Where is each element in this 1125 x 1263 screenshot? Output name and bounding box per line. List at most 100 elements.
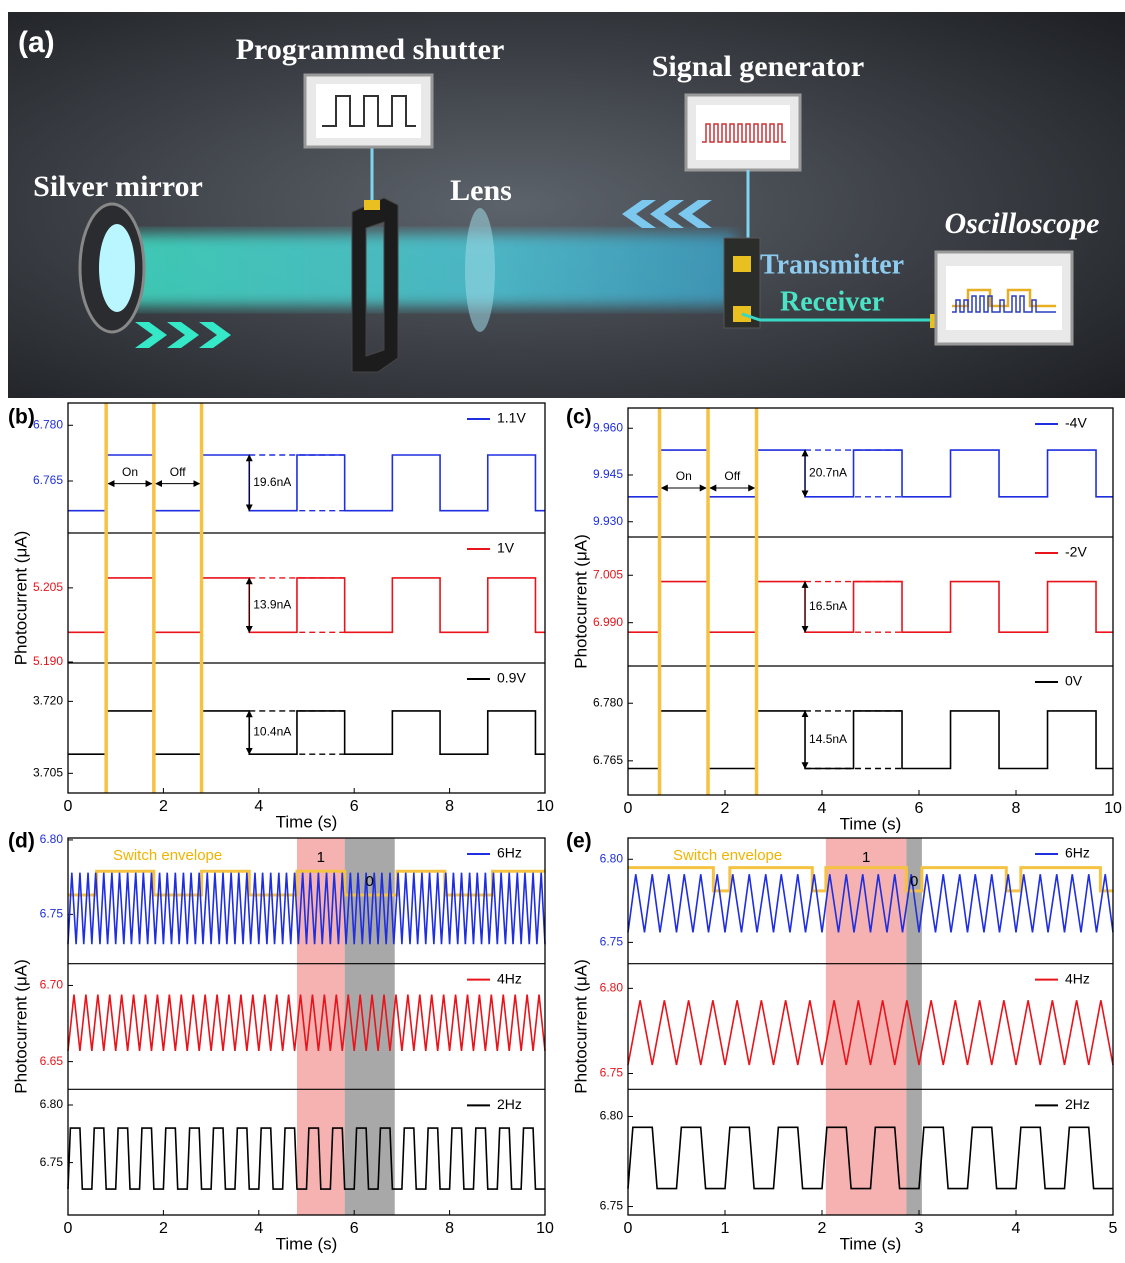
x-tick-label: 6: [350, 1220, 359, 1237]
y-tick-label: 6.65: [40, 1054, 64, 1068]
x-tick-label: 8: [1012, 800, 1021, 817]
legend-label: 6Hz: [497, 845, 522, 861]
x-tick-label: 10: [536, 798, 554, 815]
light-beam: [120, 234, 735, 306]
legend-label: 0.9V: [497, 670, 526, 686]
y-tick-label: 6.75: [600, 1066, 624, 1080]
y-tick-label: 6.80: [600, 851, 624, 865]
y-tick-label: 6.80: [40, 1097, 64, 1111]
legend-label: 2Hz: [497, 1096, 522, 1112]
oscilloscope-label: Oscilloscope: [945, 207, 1100, 240]
generator-label: Signal generator: [652, 50, 864, 83]
series-line: [68, 578, 545, 632]
delta-label: 10.4nA: [253, 725, 291, 739]
legend-label: 4Hz: [497, 970, 522, 986]
y-tick-label: 6.80: [40, 832, 64, 846]
mirror-label: Silver mirror: [33, 170, 203, 203]
series-line: [628, 450, 1113, 497]
x-tick-label: 6: [350, 798, 359, 815]
y-axis-label: Photocurrent (μA): [11, 959, 30, 1094]
plot-frame: [628, 408, 1113, 795]
panel-label: (a): [18, 26, 55, 59]
figure: (a) Programmed shutter Signal generator …: [0, 0, 1125, 1263]
x-axis-label: Time (s): [840, 1234, 902, 1253]
envelope-label: Switch envelope: [113, 847, 222, 864]
y-tick-label: 6.780: [33, 417, 63, 431]
legend-label: 4Hz: [1065, 970, 1090, 986]
region-label: 0: [366, 873, 374, 890]
oscilloscope-screen: [946, 266, 1062, 330]
x-axis-label: Time (s): [840, 814, 902, 833]
x-tick-label: 0: [64, 1220, 73, 1237]
legend-label: 1V: [497, 540, 515, 556]
legend-label: 1.1V: [497, 410, 526, 426]
transmitter-label: Transmitter: [760, 249, 904, 280]
y-tick-label: 5.190: [33, 654, 63, 668]
y-tick-label: 7.005: [593, 567, 623, 581]
x-tick-label: 4: [1012, 1220, 1021, 1237]
x-tick-label: 10: [1104, 800, 1122, 817]
x-tick-label: 0: [624, 1220, 633, 1237]
x-tick-label: 0: [624, 800, 633, 817]
y-axis-label: Photocurrent (μA): [11, 531, 30, 666]
x-tick-label: 2: [818, 1220, 827, 1237]
x-tick-label: 8: [445, 1220, 454, 1237]
x-tick-label: 4: [254, 798, 263, 815]
span-label: On: [122, 465, 138, 479]
x-tick-label: 2: [721, 800, 730, 817]
y-tick-label: 6.70: [40, 978, 64, 992]
mirror-surface: [99, 224, 135, 312]
y-tick-label: 9.960: [593, 420, 623, 434]
envelope-label: Switch envelope: [673, 847, 782, 864]
delta-label: 16.5nA: [809, 599, 847, 613]
region-label: 1: [317, 849, 325, 866]
receiver-label: Receiver: [780, 286, 884, 317]
y-tick-label: 6.780: [593, 695, 623, 709]
y-axis-label: Photocurrent (μA): [571, 534, 590, 669]
y-tick-label: 6.75: [40, 1155, 64, 1169]
y-tick-label: 9.930: [593, 514, 623, 528]
y-tick-label: 6.765: [593, 753, 623, 767]
delta-label: 13.9nA: [253, 597, 291, 611]
panel-label: (c): [566, 406, 592, 429]
span-label: Off: [724, 469, 740, 483]
plot-frame: [68, 403, 545, 793]
region-label: 0: [910, 873, 918, 890]
y-tick-label: 6.75: [40, 907, 64, 921]
shutter-label: Programmed shutter: [236, 33, 505, 66]
x-axis-label: Time (s): [276, 812, 338, 831]
x-tick-label: 0: [64, 798, 73, 815]
series-line: [68, 455, 545, 511]
lens-label: Lens: [450, 174, 512, 207]
y-tick-label: 6.990: [593, 615, 623, 629]
x-tick-label: 6: [915, 800, 924, 817]
y-tick-label: 6.80: [600, 981, 624, 995]
legend-label: 2Hz: [1065, 1096, 1090, 1112]
y-tick-label: 6.80: [600, 1109, 624, 1123]
panel-label: (b): [8, 406, 35, 429]
panel-a: (a) Programmed shutter Signal generator …: [8, 12, 1125, 398]
region-label: 1: [862, 849, 870, 866]
y-tick-label: 5.205: [33, 580, 63, 594]
transmitter-chip: [733, 256, 751, 272]
x-tick-label: 2: [159, 1220, 168, 1237]
series-line: [68, 711, 545, 754]
x-axis-label: Time (s): [276, 1234, 338, 1253]
x-tick-label: 4: [818, 800, 827, 817]
series-line: [628, 711, 1113, 769]
connector: [364, 200, 380, 210]
y-tick-label: 9.945: [593, 467, 623, 481]
x-tick-label: 3: [915, 1220, 924, 1237]
panel-label: (d): [8, 830, 35, 853]
x-tick-label: 4: [254, 1220, 263, 1237]
x-tick-label: 1: [721, 1220, 730, 1237]
y-tick-label: 6.765: [33, 473, 63, 487]
y-tick-label: 6.75: [600, 935, 624, 949]
lens: [465, 208, 495, 332]
legend-label: -4V: [1065, 415, 1087, 431]
y-tick-label: 3.705: [33, 766, 63, 780]
delta-label: 14.5nA: [809, 732, 847, 746]
y-axis-label: Photocurrent (μA): [571, 959, 590, 1094]
y-tick-label: 3.720: [33, 694, 63, 708]
x-tick-label: 5: [1109, 1220, 1118, 1237]
